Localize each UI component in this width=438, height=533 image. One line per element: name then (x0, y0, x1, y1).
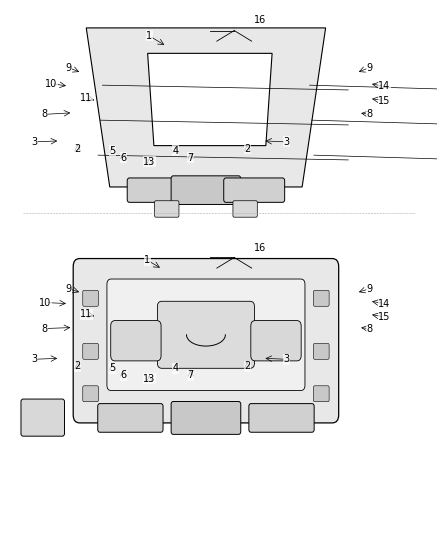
Text: 3: 3 (31, 354, 37, 364)
Text: 2: 2 (74, 361, 81, 371)
Text: 14: 14 (378, 81, 391, 91)
Text: 2: 2 (244, 361, 251, 371)
Text: 9: 9 (66, 284, 72, 294)
Text: 5: 5 (109, 364, 116, 373)
FancyBboxPatch shape (21, 399, 64, 436)
Text: 9: 9 (366, 284, 372, 294)
Text: 10: 10 (45, 78, 57, 88)
FancyBboxPatch shape (171, 176, 241, 205)
FancyBboxPatch shape (314, 343, 329, 359)
Text: 9: 9 (66, 63, 72, 72)
FancyBboxPatch shape (107, 279, 305, 391)
Text: 7: 7 (187, 370, 194, 380)
Polygon shape (86, 28, 325, 187)
Text: 1: 1 (144, 255, 150, 265)
Text: 6: 6 (120, 370, 126, 380)
Text: 3: 3 (283, 354, 290, 364)
Text: 4: 4 (173, 364, 179, 373)
Text: 8: 8 (366, 109, 372, 119)
FancyBboxPatch shape (83, 386, 99, 402)
FancyBboxPatch shape (224, 178, 285, 203)
FancyBboxPatch shape (127, 178, 188, 203)
FancyBboxPatch shape (314, 290, 329, 306)
Text: 11: 11 (80, 93, 92, 103)
FancyBboxPatch shape (157, 301, 254, 368)
Text: 5: 5 (109, 146, 116, 156)
FancyBboxPatch shape (73, 259, 339, 423)
Text: 13: 13 (143, 374, 155, 384)
Text: 8: 8 (42, 109, 48, 119)
FancyBboxPatch shape (83, 290, 99, 306)
Text: 16: 16 (254, 15, 266, 25)
Text: 2: 2 (74, 144, 81, 154)
FancyBboxPatch shape (251, 320, 301, 361)
Text: 4: 4 (173, 146, 179, 156)
Text: 15: 15 (378, 95, 391, 106)
FancyBboxPatch shape (83, 343, 99, 359)
Text: 8: 8 (366, 324, 372, 334)
Text: 9: 9 (366, 63, 372, 72)
Text: 7: 7 (187, 153, 194, 163)
FancyBboxPatch shape (111, 320, 161, 361)
FancyBboxPatch shape (171, 401, 241, 434)
Polygon shape (148, 53, 272, 146)
Text: 3: 3 (31, 137, 37, 147)
FancyBboxPatch shape (155, 201, 179, 217)
FancyBboxPatch shape (314, 386, 329, 402)
Text: 15: 15 (378, 312, 391, 322)
Text: 14: 14 (378, 298, 391, 309)
Text: 3: 3 (283, 137, 290, 147)
Text: 6: 6 (120, 153, 126, 163)
Text: 1: 1 (146, 31, 152, 41)
Text: 10: 10 (39, 297, 51, 308)
FancyBboxPatch shape (233, 201, 257, 217)
FancyBboxPatch shape (98, 403, 163, 432)
Text: 13: 13 (143, 157, 155, 166)
Text: 11: 11 (80, 309, 92, 319)
Text: 16: 16 (254, 243, 266, 253)
FancyBboxPatch shape (249, 403, 314, 432)
Text: 2: 2 (244, 144, 251, 154)
Text: 8: 8 (42, 324, 48, 334)
